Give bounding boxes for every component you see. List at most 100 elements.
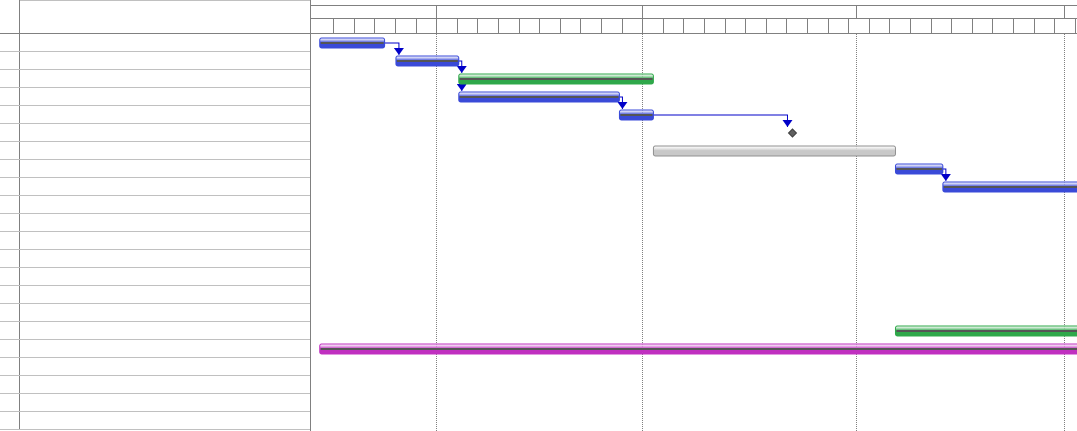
timescale-minor-divider bbox=[663, 19, 664, 33]
timescale-minor-divider bbox=[539, 19, 540, 33]
task-name-cell[interactable] bbox=[21, 376, 310, 393]
task-name-cell[interactable] bbox=[21, 394, 310, 411]
timescale-minor-divider bbox=[992, 19, 993, 33]
timescale-minor-divider bbox=[622, 19, 623, 33]
timescale-minor-divider bbox=[477, 19, 478, 33]
grid-header bbox=[0, 0, 310, 34]
timescale-minor-divider bbox=[683, 19, 684, 33]
row-number-column-header[interactable] bbox=[0, 0, 20, 33]
row-number-cell[interactable] bbox=[0, 304, 20, 321]
table-row[interactable] bbox=[0, 142, 310, 160]
timescale-major-divider bbox=[642, 6, 643, 19]
row-number-cell[interactable] bbox=[0, 286, 20, 303]
table-row[interactable] bbox=[0, 250, 310, 268]
gantt-chart-body[interactable] bbox=[311, 34, 1077, 431]
task-name-cell[interactable] bbox=[21, 322, 310, 339]
table-row[interactable] bbox=[0, 376, 310, 394]
task-name-column-header[interactable] bbox=[20, 0, 310, 33]
timescale-minor-divider bbox=[457, 19, 458, 33]
timescale-minor-divider bbox=[1054, 19, 1055, 33]
table-row[interactable] bbox=[0, 286, 310, 304]
table-row[interactable] bbox=[0, 34, 310, 52]
row-number-cell[interactable] bbox=[0, 214, 20, 231]
row-number-cell[interactable] bbox=[0, 358, 20, 375]
row-number-cell[interactable] bbox=[0, 340, 20, 357]
table-row[interactable] bbox=[0, 412, 310, 430]
timescale-minor-divider bbox=[416, 19, 417, 33]
row-number-cell[interactable] bbox=[0, 88, 20, 105]
row-number-cell[interactable] bbox=[0, 322, 20, 339]
table-row[interactable] bbox=[0, 268, 310, 286]
table-row[interactable] bbox=[0, 214, 310, 232]
timescale-minor-divider bbox=[951, 19, 952, 33]
row-number-cell[interactable] bbox=[0, 160, 20, 177]
task-name-cell[interactable] bbox=[21, 142, 310, 159]
row-number-cell[interactable] bbox=[0, 178, 20, 195]
task-name-cell[interactable] bbox=[21, 88, 310, 105]
timescale-minor-divider bbox=[725, 19, 726, 33]
table-row[interactable] bbox=[0, 106, 310, 124]
task-name-cell[interactable] bbox=[21, 124, 310, 141]
row-number-cell[interactable] bbox=[0, 106, 20, 123]
period-gridline bbox=[436, 34, 437, 431]
task-grid bbox=[0, 0, 311, 431]
task-name-cell[interactable] bbox=[21, 70, 310, 87]
task-name-cell[interactable] bbox=[21, 106, 310, 123]
timescale-minor-divider bbox=[807, 19, 808, 33]
table-row[interactable] bbox=[0, 358, 310, 376]
table-row[interactable] bbox=[0, 394, 310, 412]
row-number-cell[interactable] bbox=[0, 232, 20, 249]
timescale-minor-divider bbox=[374, 19, 375, 33]
timescale-top-band bbox=[311, 0, 1077, 6]
table-row[interactable] bbox=[0, 322, 310, 340]
task-name-cell[interactable] bbox=[21, 160, 310, 177]
dependency-link bbox=[653, 114, 793, 127]
milestone-diamond-icon[interactable] bbox=[787, 128, 798, 138]
task-name-cell[interactable] bbox=[21, 268, 310, 285]
summary-task-bar[interactable] bbox=[652, 145, 896, 157]
table-row[interactable] bbox=[0, 232, 310, 250]
task-name-cell[interactable] bbox=[21, 286, 310, 303]
task-name-cell[interactable] bbox=[21, 34, 310, 51]
table-row[interactable] bbox=[0, 160, 310, 178]
table-row[interactable] bbox=[0, 124, 310, 142]
task-name-cell[interactable] bbox=[21, 304, 310, 321]
table-row[interactable] bbox=[0, 70, 310, 88]
task-name-cell[interactable] bbox=[21, 358, 310, 375]
row-number-cell[interactable] bbox=[0, 250, 20, 267]
task-name-cell[interactable] bbox=[21, 196, 310, 213]
task-name-cell[interactable] bbox=[21, 412, 310, 429]
table-row[interactable] bbox=[0, 88, 310, 106]
table-row[interactable] bbox=[0, 340, 310, 358]
row-number-cell[interactable] bbox=[0, 268, 20, 285]
timescale-minor-divider bbox=[848, 19, 849, 33]
timescale-major-divider bbox=[856, 6, 857, 19]
timescale-minor-divider bbox=[601, 19, 602, 33]
task-name-cell[interactable] bbox=[21, 250, 310, 267]
row-number-cell[interactable] bbox=[0, 142, 20, 159]
task-name-cell[interactable] bbox=[21, 232, 310, 249]
timescale-minor-divider bbox=[519, 19, 520, 33]
row-number-cell[interactable] bbox=[0, 412, 20, 429]
task-name-cell[interactable] bbox=[21, 340, 310, 357]
table-row[interactable] bbox=[0, 304, 310, 322]
row-number-cell[interactable] bbox=[0, 34, 20, 51]
row-number-cell[interactable] bbox=[0, 196, 20, 213]
timescale-minor-divider bbox=[436, 19, 437, 33]
timescale bbox=[311, 0, 1077, 34]
period-gridline bbox=[856, 34, 857, 431]
table-row[interactable] bbox=[0, 178, 310, 196]
row-number-cell[interactable] bbox=[0, 124, 20, 141]
timescale-minor-divider bbox=[395, 19, 396, 33]
dependency-link bbox=[384, 42, 404, 55]
row-number-cell[interactable] bbox=[0, 70, 20, 87]
table-row[interactable] bbox=[0, 52, 310, 70]
task-name-cell[interactable] bbox=[21, 214, 310, 231]
gantt-bars-layer bbox=[319, 37, 1077, 355]
row-number-cell[interactable] bbox=[0, 394, 20, 411]
row-number-cell[interactable] bbox=[0, 376, 20, 393]
task-name-cell[interactable] bbox=[21, 52, 310, 69]
table-row[interactable] bbox=[0, 196, 310, 214]
row-number-cell[interactable] bbox=[0, 52, 20, 69]
task-name-cell[interactable] bbox=[21, 178, 310, 195]
